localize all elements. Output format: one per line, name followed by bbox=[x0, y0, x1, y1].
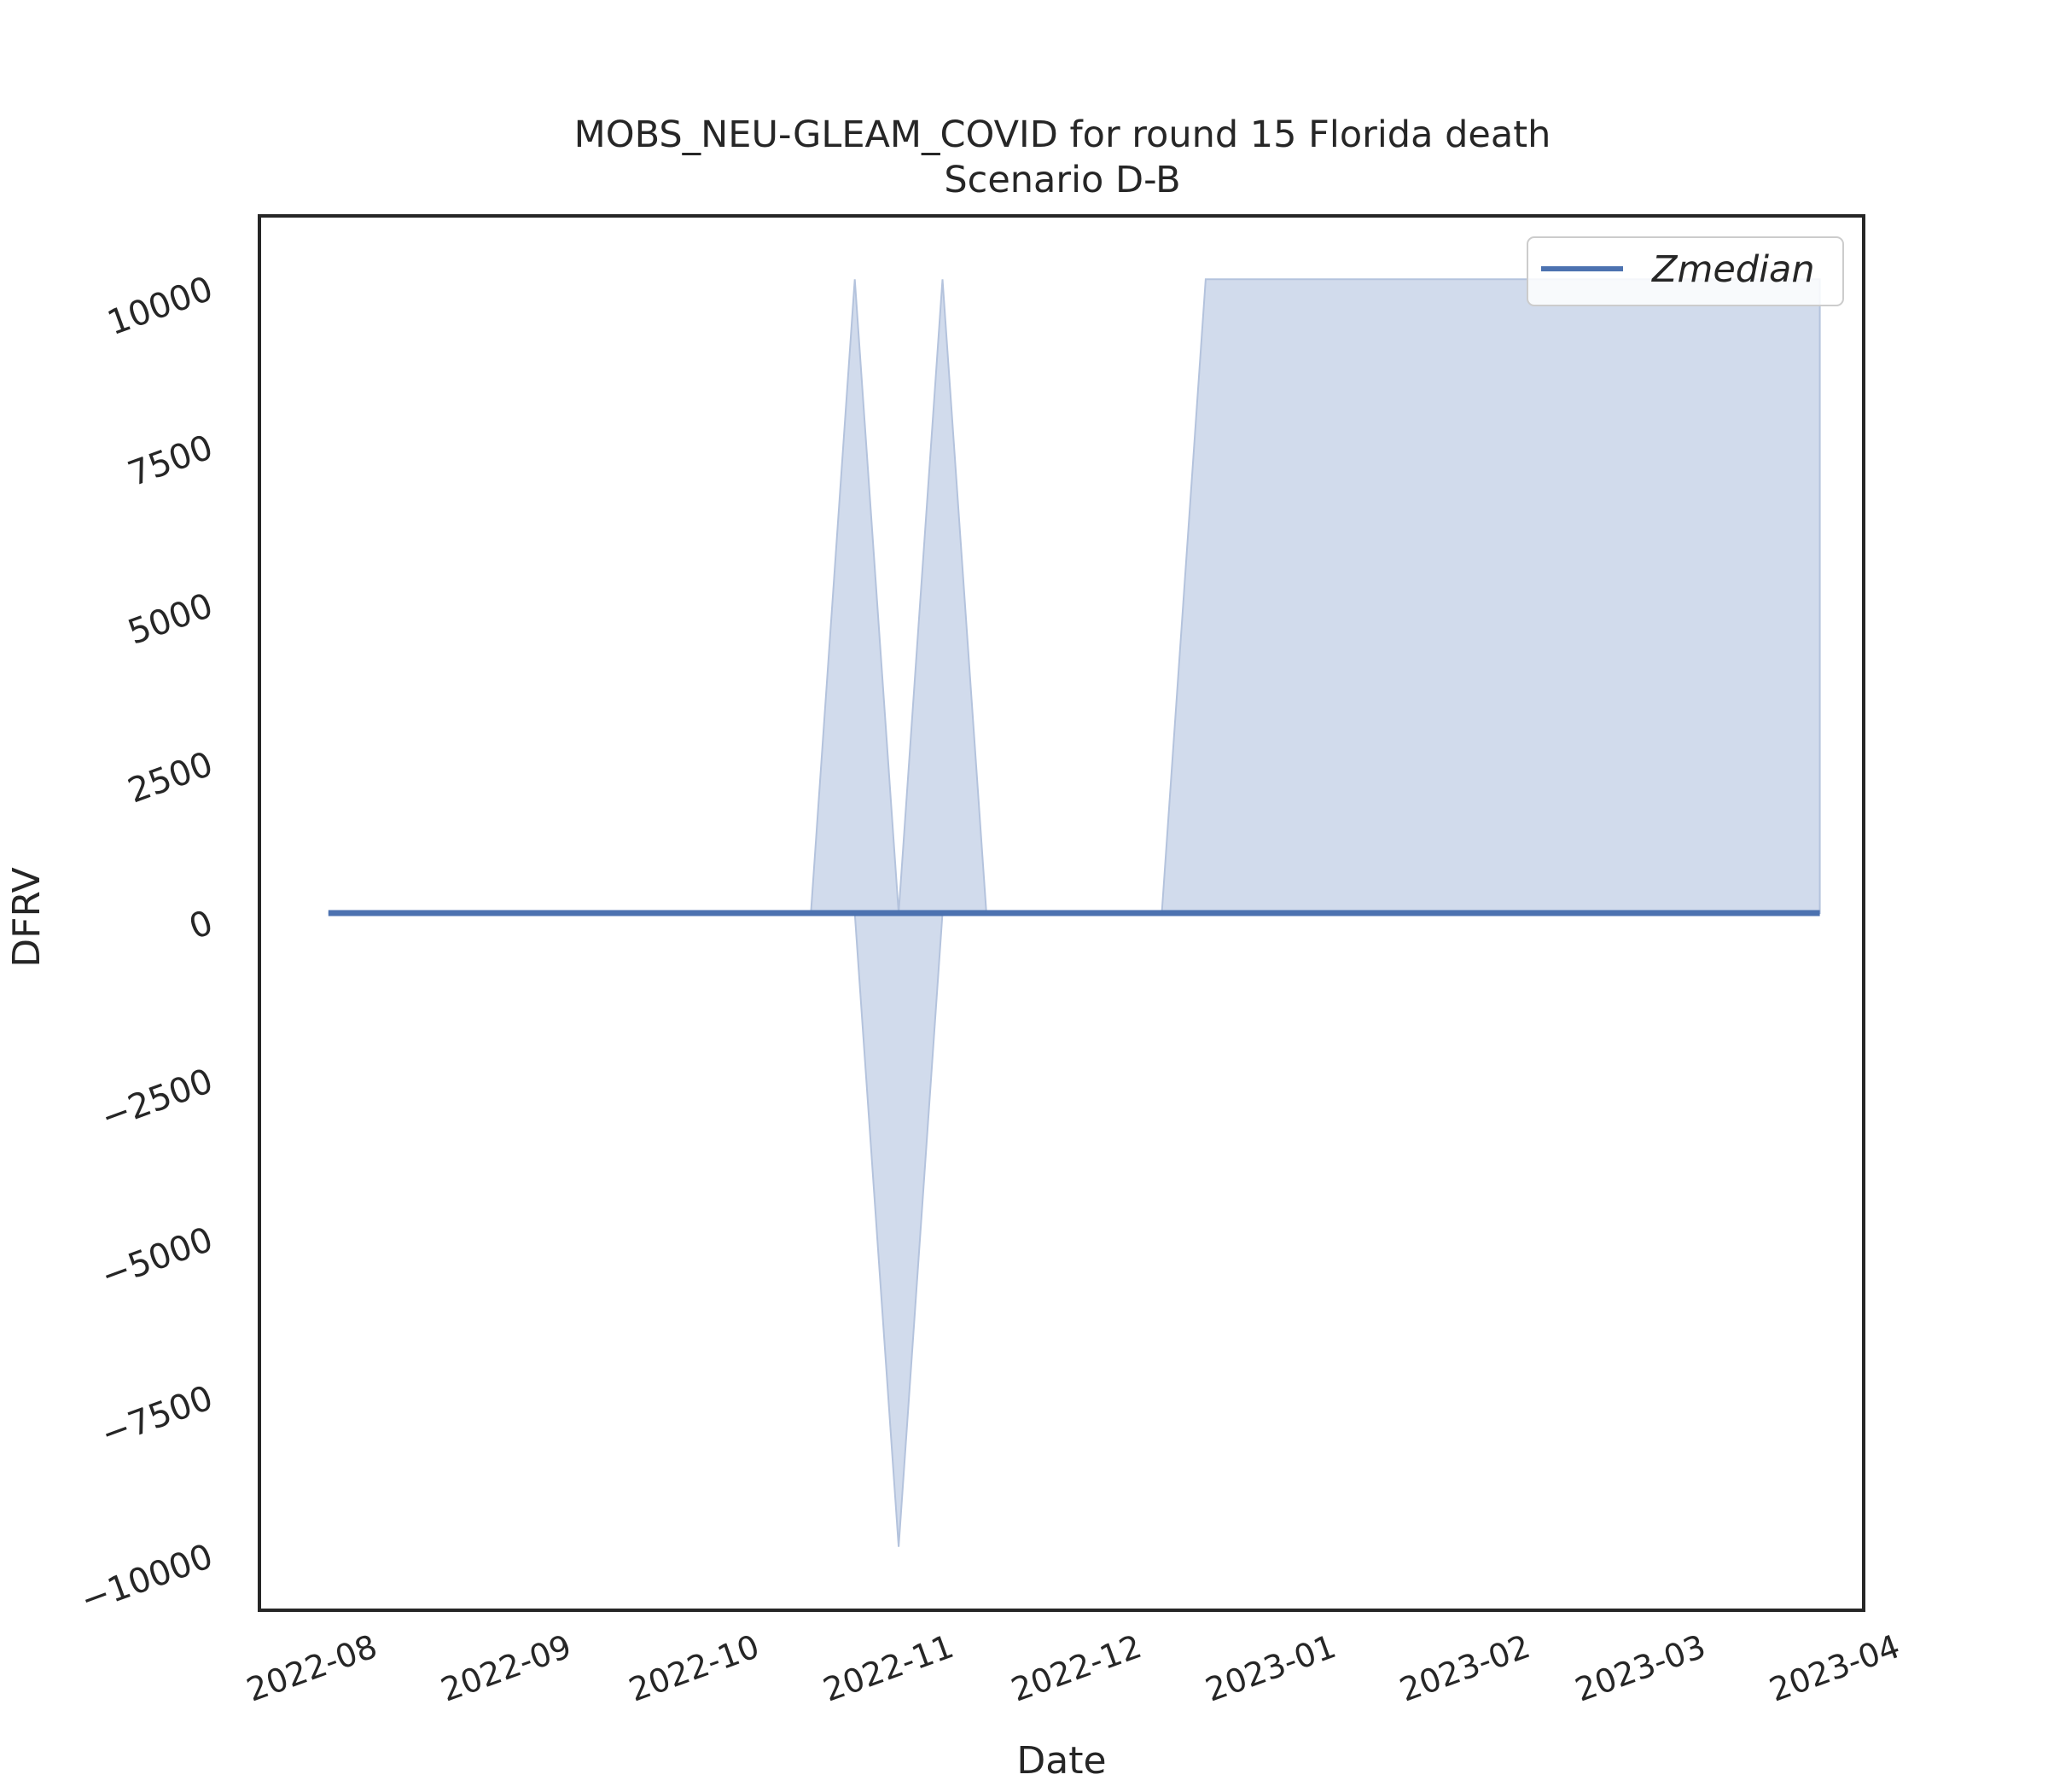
y-tick-label: −7500 bbox=[96, 1378, 218, 1455]
y-tick-label: −10000 bbox=[76, 1537, 218, 1620]
x-tick-label: 2023-01 bbox=[1201, 1627, 1341, 1709]
x-tick-label: 2022-10 bbox=[624, 1627, 764, 1709]
y-axis-label: DFRV bbox=[5, 867, 49, 967]
y-tick-label: 5000 bbox=[123, 586, 218, 653]
y-axis-ticks: −10000 −7500 −5000 −2500 0 2500 5000 7500 10000 bbox=[76, 269, 218, 1620]
legend-label-zmedian: Zmedian bbox=[1651, 248, 1815, 291]
x-tick-label: 2022-12 bbox=[1006, 1627, 1146, 1709]
x-tick-label: 2022-09 bbox=[436, 1627, 576, 1709]
y-tick-label: 0 bbox=[184, 903, 218, 947]
chart-title: MOBS_NEU-GLEAM_COVID for round 15 Florid… bbox=[574, 113, 1551, 156]
plot-area bbox=[258, 214, 1865, 1612]
y-tick-label: 2500 bbox=[123, 744, 218, 811]
x-tick-label: 2023-03 bbox=[1570, 1627, 1710, 1709]
legend: Zmedian bbox=[1527, 236, 1844, 306]
x-tick-label: 2023-02 bbox=[1395, 1627, 1535, 1709]
x-tick-label: 2022-08 bbox=[241, 1627, 381, 1709]
y-tick-label: −2500 bbox=[96, 1062, 218, 1138]
x-axis-ticks: 2022-08 2022-09 2022-10 2022-11 2022-12 2023-… bbox=[241, 1627, 1905, 1709]
x-axis-label: Date bbox=[1016, 1739, 1106, 1783]
x-tick-label: 2023-04 bbox=[1765, 1627, 1905, 1709]
legend-box bbox=[1527, 236, 1844, 306]
plot-frame bbox=[258, 214, 1865, 1612]
y-tick-label: 10000 bbox=[102, 269, 218, 343]
y-tick-label: 7500 bbox=[123, 428, 218, 494]
y-tick-label: −5000 bbox=[96, 1220, 218, 1297]
chart-subtitle: Scenario D-B bbox=[944, 159, 1180, 201]
x-tick-label: 2022-11 bbox=[818, 1627, 958, 1709]
